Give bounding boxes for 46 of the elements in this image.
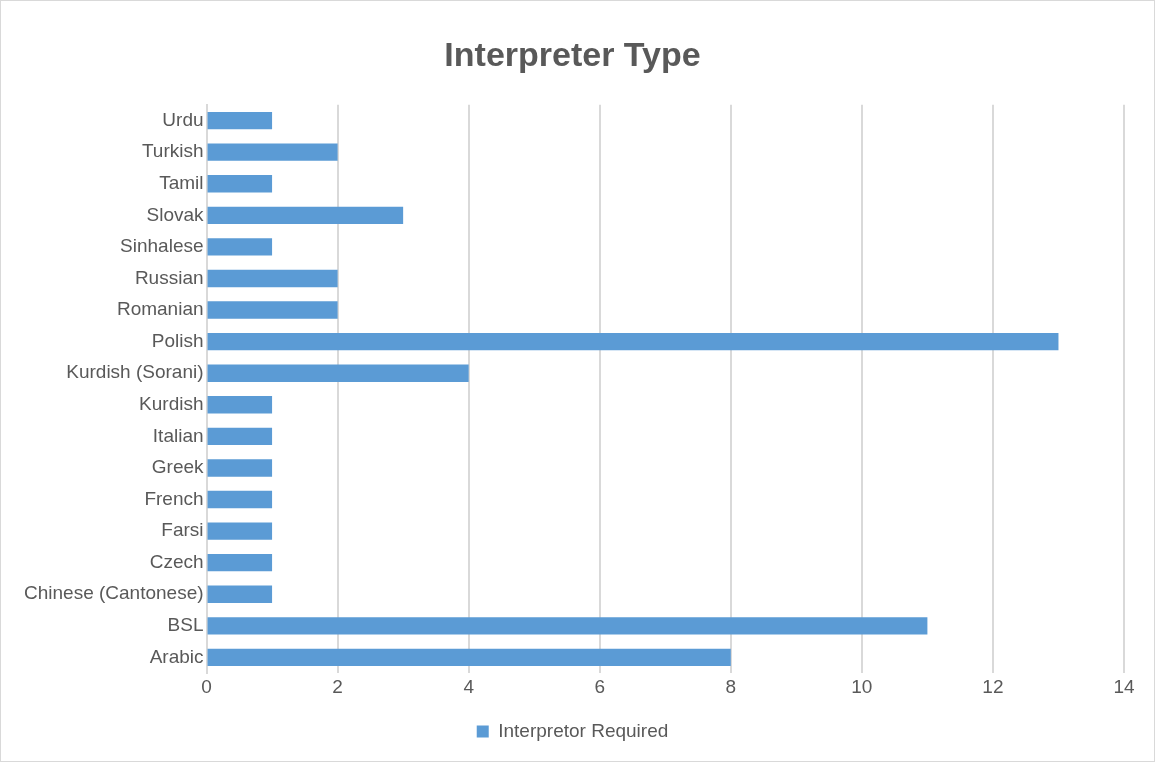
bar xyxy=(207,490,273,509)
y-tick-label: Arabic xyxy=(149,645,204,667)
bar xyxy=(207,396,273,414)
bar xyxy=(207,617,928,635)
bar xyxy=(207,459,273,477)
x-tick-label: 6 xyxy=(594,675,606,697)
legend-label: Interpretor Required xyxy=(498,719,669,741)
bar xyxy=(207,143,338,161)
y-tick-label: Kurdish (Sorani) xyxy=(66,361,204,383)
bar xyxy=(207,332,1059,351)
y-tick-label: Italian xyxy=(152,424,204,446)
y-tick-label: French xyxy=(144,487,204,509)
bar xyxy=(207,238,273,256)
y-tick-label: Polish xyxy=(151,329,204,351)
bar xyxy=(207,206,404,225)
bar xyxy=(207,585,273,603)
bar xyxy=(207,553,273,572)
x-tick-label: 10 xyxy=(851,675,873,697)
y-tick-label: Romanian xyxy=(116,298,204,320)
x-tick-label: 4 xyxy=(463,675,475,697)
bar xyxy=(207,648,731,667)
bar xyxy=(207,111,273,130)
bar xyxy=(207,175,273,193)
y-tick-label: BSL xyxy=(167,614,204,636)
x-tick-label: 8 xyxy=(725,675,737,697)
chart-title: Interpreter Type xyxy=(444,34,701,73)
y-tick-label: Urdu xyxy=(162,108,204,130)
y-tick-label: Sinhalese xyxy=(120,235,204,257)
y-tick-label: Russian xyxy=(134,266,204,288)
bar xyxy=(207,364,469,382)
y-tick-label: Slovak xyxy=(146,203,205,225)
x-tick-label: 14 xyxy=(1113,675,1135,697)
y-tick-label: Greek xyxy=(151,456,205,478)
y-tick-label: Turkish xyxy=(141,140,204,162)
y-tick-label: Farsi xyxy=(161,519,204,541)
x-tick-label: 0 xyxy=(201,675,212,697)
y-tick-label: Chinese (Cantonese) xyxy=(24,582,204,604)
y-tick-label: Tamil xyxy=(159,171,204,193)
y-tick-label: Kurdish xyxy=(139,393,204,415)
bar xyxy=(207,269,338,288)
bar xyxy=(207,522,273,540)
x-tick-label: 2 xyxy=(332,675,343,697)
bar xyxy=(207,427,273,446)
bar xyxy=(207,301,338,319)
y-tick-label: Czech xyxy=(149,550,204,572)
x-tick-label: 12 xyxy=(982,675,1004,697)
